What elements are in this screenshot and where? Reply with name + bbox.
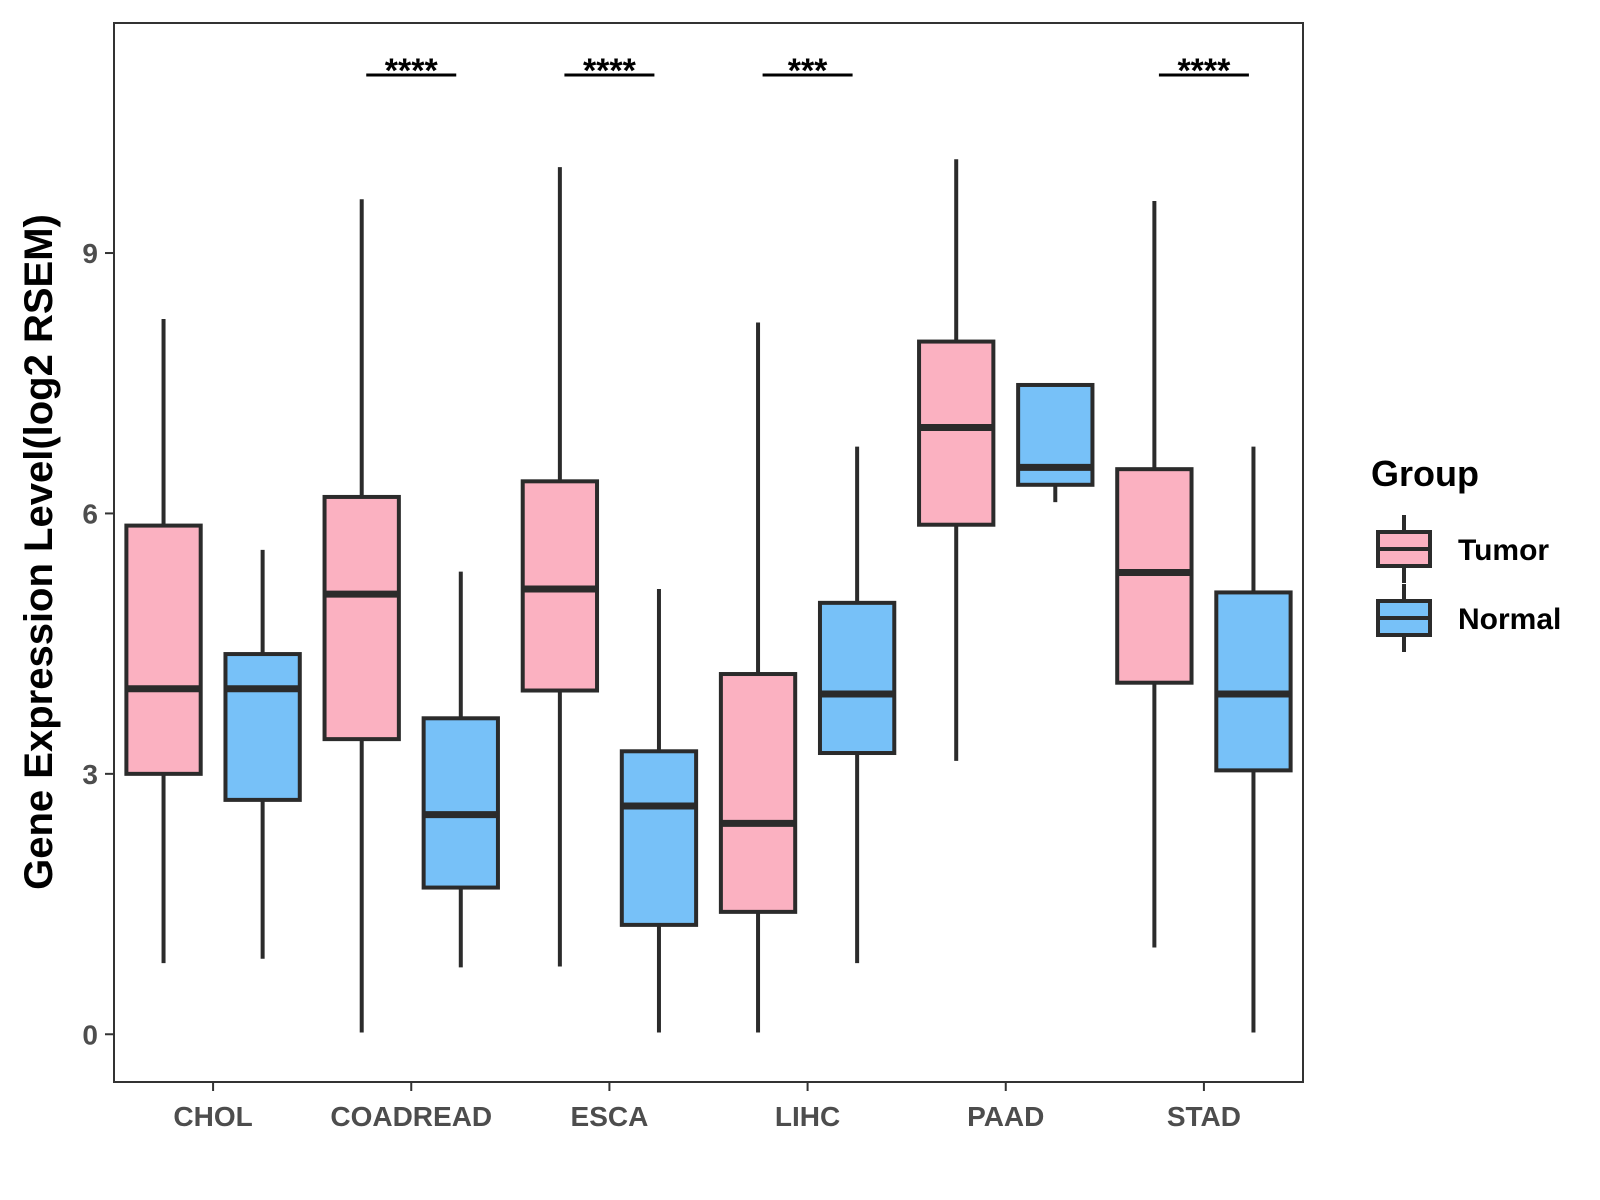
box-lihc-normal (817, 446, 897, 964)
x-tick-label-lihc: LIHC (775, 1101, 840, 1132)
box-body (1214, 590, 1293, 773)
box-esca-normal (619, 588, 699, 1033)
y-axis-title: Gene Expression Level(log2 RSEM) (17, 214, 61, 890)
box-stad-normal (1214, 446, 1293, 1033)
significance-label-esca: **** (583, 52, 637, 90)
box-paad-normal (1016, 382, 1095, 503)
box-body (817, 600, 897, 756)
box-paad-tumor (917, 159, 996, 761)
x-tick-label-chol: CHOL (173, 1101, 252, 1132)
y-tick-label: 6 (82, 498, 98, 529)
x-tick-label-coadread: COADREAD (330, 1101, 492, 1132)
box-esca-tumor (520, 167, 600, 967)
legend-title: Group (1371, 453, 1479, 494)
x-tick-label-paad: PAAD (967, 1101, 1044, 1132)
y-tick-label: 0 (82, 1019, 98, 1050)
box-chol-tumor (124, 318, 203, 964)
box-chol-normal (223, 549, 302, 959)
significance-label-lihc: *** (788, 52, 828, 90)
significance-label-coadread: **** (385, 52, 439, 90)
significance-label-stad: **** (1177, 52, 1231, 90)
box-body (718, 672, 798, 914)
box-lihc-tumor (718, 322, 798, 1033)
box-body (322, 494, 401, 742)
box-body (223, 652, 302, 802)
box-coadread-normal (421, 571, 500, 968)
legend-key-normal (1376, 584, 1432, 652)
legend-label-tumor: Tumor (1458, 534, 1549, 567)
y-tick-label: 3 (82, 759, 98, 790)
box-coadread-tumor (322, 199, 401, 1033)
legend-key-tumor (1376, 515, 1432, 583)
box-body (421, 716, 500, 890)
box-stad-tumor (1115, 200, 1194, 948)
box-body (917, 339, 996, 527)
plot-panel-border (113, 22, 1304, 1083)
box-body (619, 749, 699, 927)
legend-label-normal: Normal (1458, 603, 1561, 636)
x-tick-label-stad: STAD (1167, 1101, 1241, 1132)
x-tick-label-esca: ESCA (571, 1101, 649, 1132)
y-tick-label: 9 (82, 238, 98, 269)
box-body (124, 523, 203, 776)
